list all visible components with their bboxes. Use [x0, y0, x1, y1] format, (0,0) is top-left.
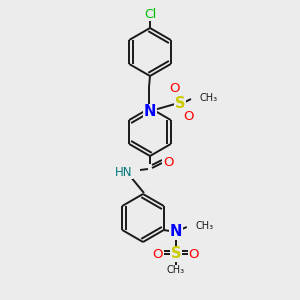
- Text: O: O: [188, 248, 199, 260]
- Text: HN: HN: [115, 166, 132, 178]
- Text: O: O: [184, 110, 194, 122]
- Text: CH₃: CH₃: [199, 93, 217, 103]
- Text: N: N: [169, 224, 182, 239]
- Text: S: S: [175, 95, 185, 110]
- Text: O: O: [163, 155, 173, 169]
- Text: CH₃: CH₃: [167, 265, 185, 275]
- Text: Cl: Cl: [144, 8, 156, 20]
- Text: S: S: [170, 247, 181, 262]
- Text: O: O: [152, 248, 163, 260]
- Text: N: N: [144, 104, 156, 119]
- Text: CH₃: CH₃: [196, 221, 214, 231]
- Text: O: O: [170, 82, 180, 95]
